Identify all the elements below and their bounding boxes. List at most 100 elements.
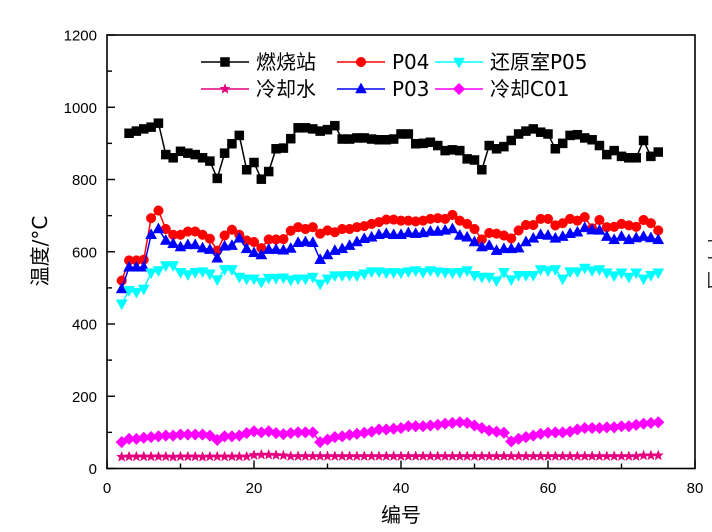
data-point (417, 268, 429, 279)
data-point (152, 266, 165, 278)
data-point (218, 265, 231, 276)
data-point (263, 166, 274, 177)
x-tick-label: 40 (393, 480, 410, 497)
data-point (292, 274, 305, 286)
data-point (226, 239, 238, 250)
legend-label: 冷却C01 (490, 77, 569, 101)
data-point (314, 279, 327, 291)
data-point (455, 145, 465, 156)
data-point (277, 449, 290, 461)
legend-label: P04 (392, 50, 430, 74)
data-point (115, 299, 128, 311)
data-point (638, 135, 649, 146)
data-point (263, 448, 275, 460)
series-4 (115, 261, 665, 311)
data-point (330, 120, 340, 131)
data-point (241, 164, 252, 175)
data-point (513, 225, 524, 236)
data-point (490, 276, 503, 288)
data-point (278, 143, 289, 153)
data-point (594, 140, 605, 151)
data-point (189, 238, 202, 250)
data-point (249, 157, 259, 168)
legend-marker (355, 82, 367, 94)
legend-item: 冷却C01 (435, 77, 569, 101)
data-point (462, 218, 473, 229)
data-point (307, 222, 318, 233)
data-point (365, 267, 378, 279)
data-point (284, 275, 297, 287)
data-point (578, 221, 591, 233)
cropped-glyph-fragment (708, 240, 712, 288)
data-point (652, 233, 665, 245)
data-point (270, 273, 282, 285)
data-point (212, 173, 222, 184)
data-point (497, 268, 510, 279)
data-point (278, 234, 289, 245)
data-point (159, 261, 172, 272)
data-point (630, 450, 642, 461)
data-point (453, 228, 466, 240)
data-point (226, 265, 238, 276)
data-point (284, 241, 297, 253)
data-point (248, 246, 260, 258)
data-point (490, 425, 503, 438)
data-point (203, 269, 216, 281)
data-point (306, 426, 319, 439)
x-tick-label: 60 (540, 480, 557, 497)
data-point (145, 268, 158, 280)
data-point (652, 449, 664, 461)
data-point (306, 236, 319, 247)
data-point (499, 141, 509, 152)
data-point (461, 230, 474, 242)
data-point (255, 277, 268, 289)
data-point (564, 267, 576, 279)
data-point (205, 156, 215, 166)
data-point (286, 133, 296, 144)
legend-label: P03 (392, 77, 430, 101)
data-point (630, 268, 643, 280)
data-point (123, 260, 135, 272)
data-point (227, 138, 237, 149)
data-point (446, 268, 459, 280)
data-point (130, 260, 143, 272)
data-point (153, 205, 164, 216)
data-point (241, 450, 253, 462)
data-point (483, 424, 496, 437)
data-point (506, 135, 516, 146)
data-point (579, 212, 590, 223)
x-tick-label: 20 (246, 480, 263, 497)
data-point (388, 134, 399, 144)
data-point (608, 271, 621, 283)
data-point (350, 271, 363, 283)
data-point (549, 265, 562, 276)
series-layer (115, 118, 665, 462)
data-point (395, 268, 407, 280)
y-tick-label: 600 (72, 244, 97, 261)
data-point (380, 227, 393, 238)
data-point (644, 270, 657, 282)
data-point (622, 272, 635, 284)
legend-item: 还原室P05 (435, 50, 588, 74)
legend-item: P04 (337, 50, 430, 74)
data-point (512, 241, 525, 253)
y-tick-label: 200 (72, 389, 97, 406)
data-point (211, 275, 224, 287)
data-point (609, 145, 619, 156)
data-point (631, 221, 642, 232)
data-point (645, 218, 656, 229)
data-point (542, 266, 554, 278)
data-point (189, 268, 202, 279)
data-point (403, 129, 414, 139)
data-point (506, 233, 517, 244)
data-point (226, 224, 237, 235)
data-point (167, 261, 180, 272)
data-point (181, 238, 194, 250)
data-point (387, 228, 400, 240)
data-point (497, 242, 510, 254)
data-point (477, 164, 487, 175)
data-point (520, 270, 532, 282)
y-tick-label: 0 (89, 461, 97, 478)
data-point (189, 450, 201, 462)
